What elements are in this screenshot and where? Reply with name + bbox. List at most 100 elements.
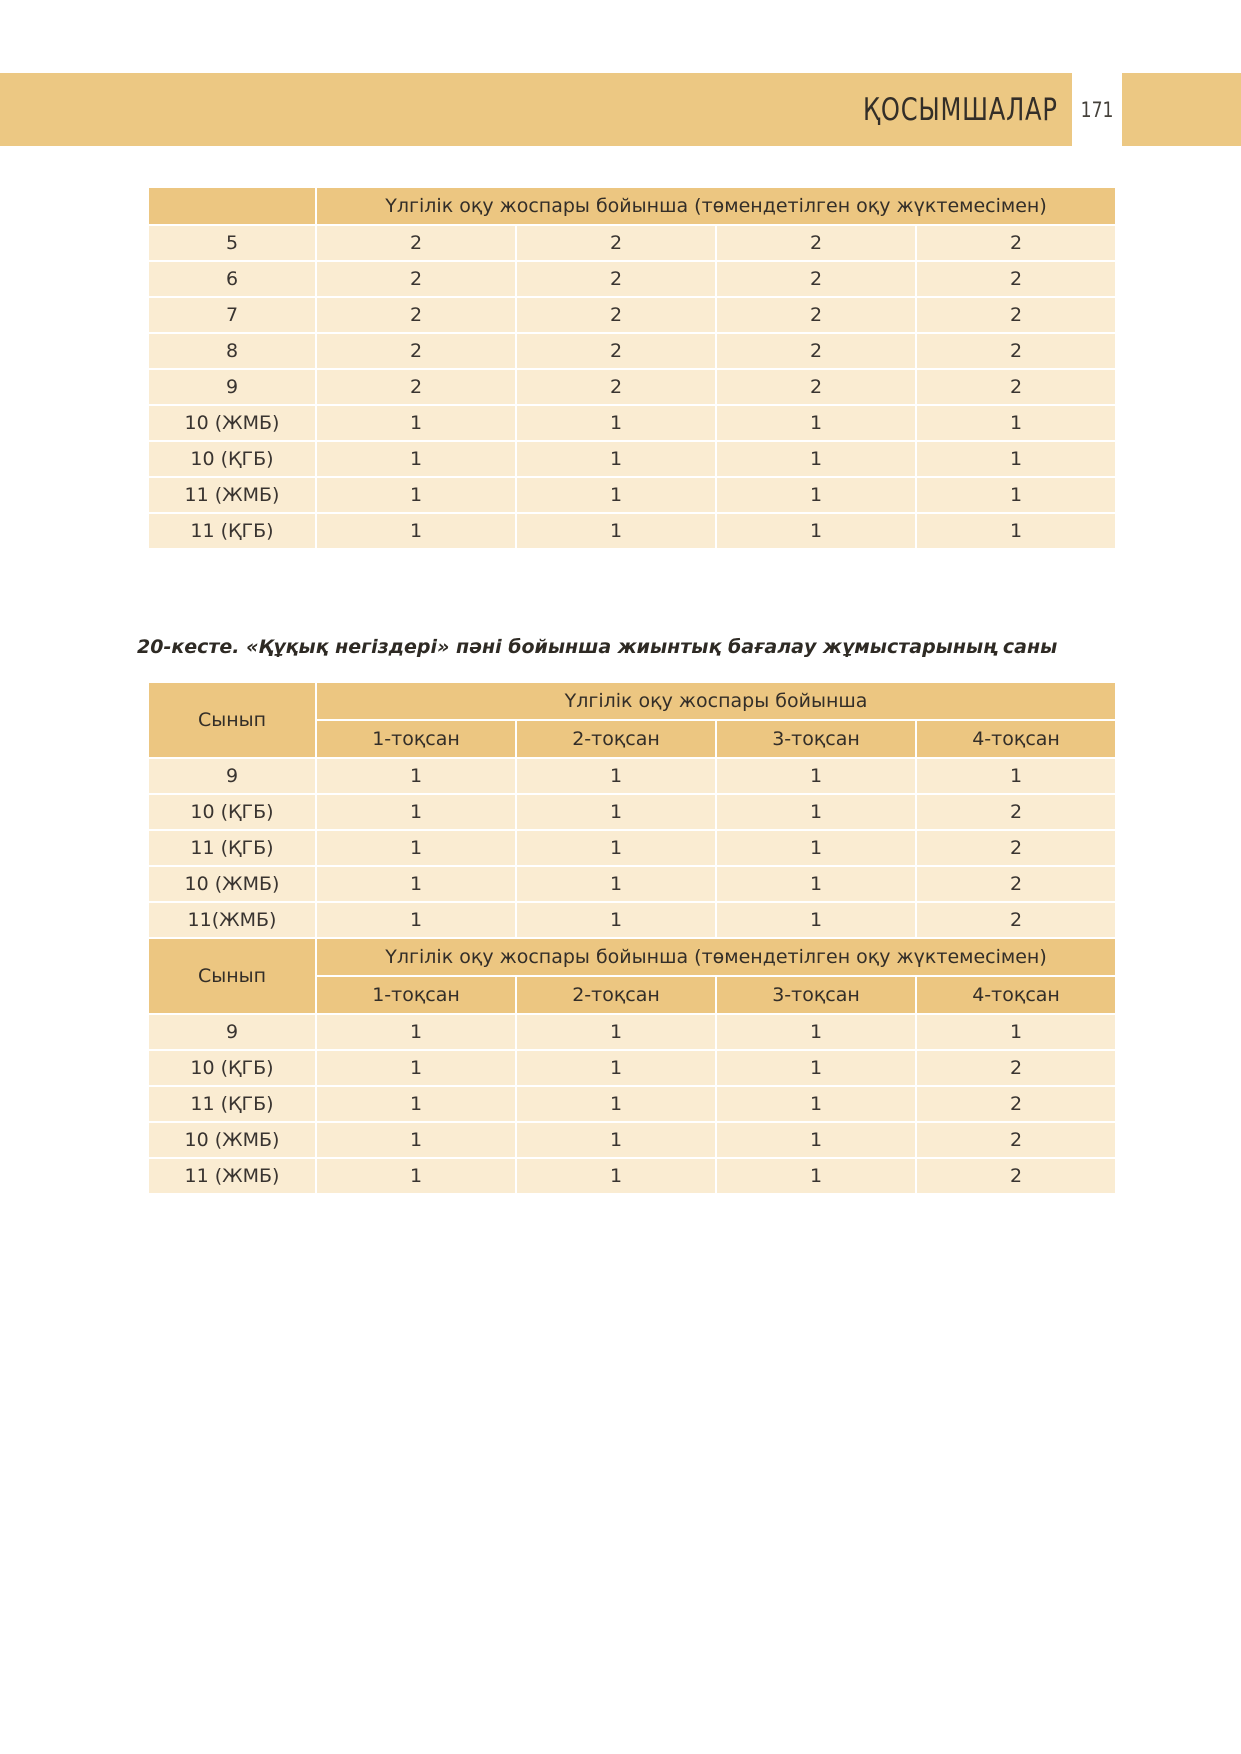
table-row: 11 (ҚГБ) 1 1 1 2 [147, 829, 1118, 867]
value-cell: 1 [315, 1013, 517, 1051]
row-label: 11 (ҚГБ) [147, 512, 317, 550]
value-cell: 1 [715, 440, 917, 478]
value-cell: 1 [315, 829, 517, 867]
value-cell: 1 [515, 476, 717, 514]
value-cell: 1 [515, 1157, 717, 1195]
value-cell: 2 [914, 224, 1118, 262]
row-label: 11 (ҚГБ) [147, 829, 317, 867]
value-cell: 2 [914, 332, 1118, 370]
value-cell: 2 [914, 1049, 1118, 1087]
quarter-header-cell: 4-тоқсан [914, 975, 1118, 1015]
table1-header-row: Үлгілік оқу жоспары бойынша (төмендетілг… [147, 186, 1118, 226]
value-cell: 2 [914, 901, 1118, 939]
quarter-header-cell: 1-тоқсан [315, 719, 517, 759]
table-row: 10 (ҚГБ) 1 1 1 2 [147, 1049, 1118, 1087]
row-label: 10 (ЖМБ) [147, 1121, 317, 1159]
table-row: 11(ЖМБ) 1 1 1 2 [147, 901, 1118, 939]
table-row: 10 (ЖМБ) 1 1 1 2 [147, 1121, 1118, 1159]
quarter-header-cell: 2-тоқсан [515, 975, 717, 1015]
value-cell: 1 [715, 1049, 917, 1087]
value-cell: 1 [715, 1121, 917, 1159]
section-title-cell: Үлгілік оқу жоспары бойынша (төмендетілг… [314, 937, 1118, 977]
value-cell: 1 [515, 865, 717, 903]
value-cell: 1 [315, 404, 517, 442]
value-cell: 1 [315, 793, 517, 831]
value-cell: 1 [315, 901, 517, 939]
row-label: 9 [147, 757, 317, 795]
table1-header-cell: Үлгілік оқу жоспары бойынша (төмендетілг… [314, 186, 1118, 226]
table-row: 10 (ЖМБ) 1 1 1 1 [147, 404, 1118, 442]
page-header-title: ҚОСЫМШАЛАР [863, 91, 1058, 128]
table-row: 10 (ҚГБ) 1 1 1 2 [147, 793, 1118, 831]
value-cell: 1 [515, 793, 717, 831]
value-cell: 1 [315, 1085, 517, 1123]
value-cell: 1 [515, 404, 717, 442]
value-cell: 1 [315, 1157, 517, 1195]
header-band: ҚОСЫМШАЛАР 171 [0, 73, 1241, 146]
value-cell: 1 [515, 440, 717, 478]
workload-table: Үлгілік оқу жоспары бойынша (төмендетілг… [147, 186, 1118, 550]
value-cell: 2 [914, 260, 1118, 298]
class-column-header: Сынып [147, 681, 317, 759]
value-cell: 1 [715, 901, 917, 939]
value-cell: 1 [914, 757, 1118, 795]
value-cell: 2 [515, 224, 717, 262]
value-cell: 2 [914, 865, 1118, 903]
value-cell: 2 [515, 296, 717, 334]
value-cell: 1 [715, 757, 917, 795]
row-label: 10 (ҚГБ) [147, 440, 317, 478]
table-row: 11 (ҚГБ) 1 1 1 2 [147, 1085, 1118, 1123]
section-header-row: Сынып Үлгілік оқу жоспары бойынша (төменд… [147, 937, 1118, 1015]
value-cell: 2 [914, 1157, 1118, 1195]
value-cell: 1 [715, 512, 917, 550]
value-cell: 1 [715, 404, 917, 442]
value-cell: 1 [715, 865, 917, 903]
row-label: 7 [147, 296, 317, 334]
value-cell: 1 [515, 829, 717, 867]
quarter-header-cell: 2-тоқсан [515, 719, 717, 759]
value-cell: 1 [315, 1049, 517, 1087]
value-cell: 1 [315, 512, 517, 550]
value-cell: 1 [914, 404, 1118, 442]
value-cell: 1 [715, 793, 917, 831]
value-cell: 2 [914, 1085, 1118, 1123]
row-label: 11 (ЖМБ) [147, 1157, 317, 1195]
quarter-header-cell: 4-тоқсан [914, 719, 1118, 759]
value-cell: 1 [515, 512, 717, 550]
value-cell: 1 [715, 1013, 917, 1051]
value-cell: 1 [315, 440, 517, 478]
value-cell: 1 [715, 476, 917, 514]
section-header-row: Сынып Үлгілік оқу жоспары бойынша [147, 681, 1118, 759]
value-cell: 1 [515, 1085, 717, 1123]
value-cell: 1 [715, 1157, 917, 1195]
value-cell: 1 [515, 757, 717, 795]
value-cell: 2 [914, 793, 1118, 831]
value-cell: 1 [715, 1085, 917, 1123]
quarter-header-row: 1-тоқсан 2-тоқсан 3-тоқсан 4-тоқсан [148, 975, 1118, 1015]
value-cell: 2 [914, 296, 1118, 334]
value-cell: 1 [715, 829, 917, 867]
table-row: 10 (ЖМБ) 1 1 1 2 [147, 865, 1118, 903]
value-cell: 1 [914, 440, 1118, 478]
value-cell: 2 [914, 368, 1118, 406]
value-cell: 1 [315, 757, 517, 795]
table-row: 11 (ҚГБ) 1 1 1 1 [147, 512, 1118, 550]
value-cell: 1 [315, 476, 517, 514]
value-cell: 1 [515, 1013, 717, 1051]
value-cell: 1 [914, 476, 1118, 514]
value-cell: 2 [715, 368, 917, 406]
value-cell: 2 [515, 260, 717, 298]
value-cell: 1 [515, 901, 717, 939]
page-number: 171 [1080, 97, 1114, 122]
value-cell: 1 [914, 512, 1118, 550]
section-title-cell: Үлгілік оқу жоспары бойынша [314, 681, 1118, 721]
table-row: 10 (ҚГБ) 1 1 1 1 [147, 440, 1118, 478]
quarter-header-row: 1-тоқсан 2-тоқсан 3-тоқсан 4-тоқсан [148, 719, 1118, 759]
row-label: 9 [147, 1013, 317, 1051]
quarter-header-cell: 1-тоқсан [315, 975, 517, 1015]
